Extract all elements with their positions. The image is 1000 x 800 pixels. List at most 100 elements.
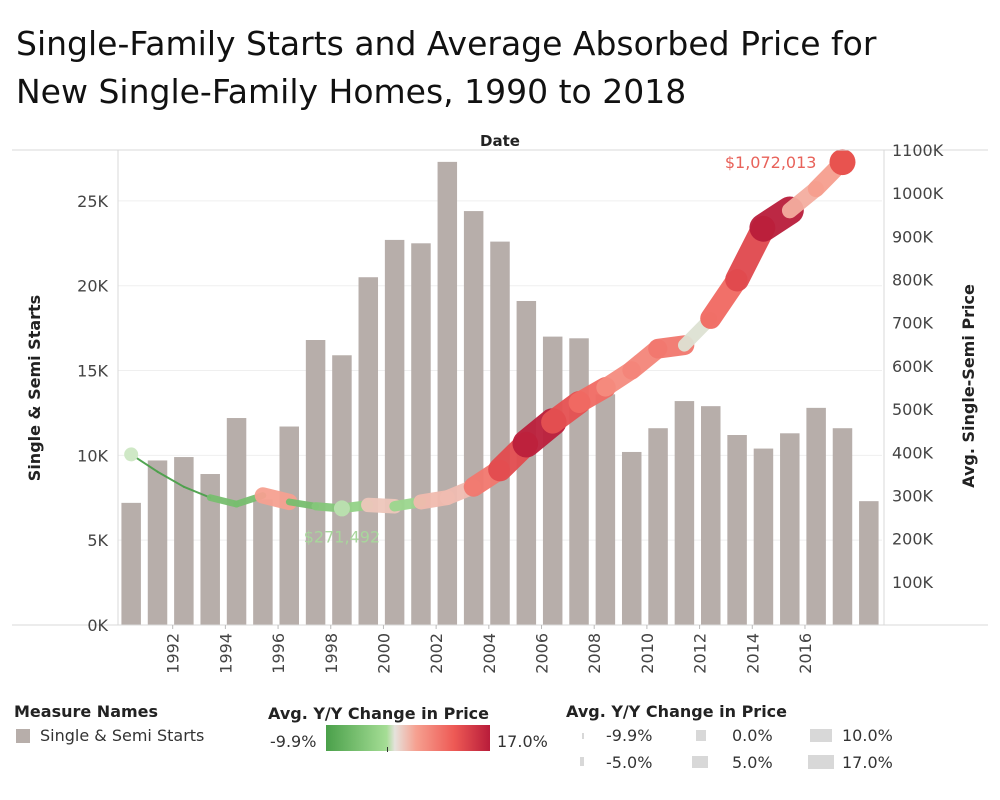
bar: [701, 406, 721, 625]
right-tick-label: 900K: [892, 227, 934, 246]
bar: [305, 340, 326, 625]
bar: [253, 499, 273, 625]
legend-size-item-2: -5.0%: [606, 753, 653, 772]
x-tick-label: 1994: [216, 633, 235, 674]
bar: [727, 435, 747, 625]
bar: [595, 394, 616, 625]
bar: [332, 355, 352, 625]
price-min-annotation: $271,492: [304, 527, 380, 546]
chart-title: Single-Family Starts and Average Absorbe…: [16, 20, 976, 116]
bar: [674, 401, 695, 625]
legend-bar-swatch: [16, 729, 30, 743]
bar: [463, 211, 484, 626]
left-tick-label: 10K: [77, 446, 108, 465]
price-line-series: [124, 149, 856, 517]
legend-color-min: -9.9%: [270, 732, 317, 751]
bar: [859, 501, 879, 625]
bar: [174, 457, 194, 625]
bar: [490, 241, 510, 625]
bar: [832, 428, 853, 625]
legend-color-zero-tick: [387, 747, 388, 752]
legend-color-ramp: [326, 725, 490, 751]
price-line-end-point: [829, 149, 856, 176]
legend-size-item-3: 0.0%: [732, 726, 773, 745]
legend-size-swatch-2: [580, 757, 584, 766]
bar: [226, 418, 247, 625]
right-axis-title: Avg. Single-Semi Price: [959, 284, 978, 488]
bar: [437, 161, 458, 625]
x-tick-label: 2010: [638, 633, 657, 674]
price-max-annotation: $1,072,013: [725, 153, 817, 172]
bar: [200, 474, 220, 625]
right-tick-label: 1100K: [892, 141, 944, 160]
left-tick-label: 25K: [77, 192, 108, 211]
legend-size-item-4: 5.0%: [732, 753, 773, 772]
bar-series: [121, 161, 879, 626]
bar: [806, 407, 826, 625]
left-tick-label: 0K: [87, 616, 108, 635]
right-tick-label: 500K: [892, 400, 934, 419]
bar: [411, 243, 431, 625]
chart-title-line1: Single-Family Starts and Average Absorbe…: [16, 24, 877, 63]
right-tick-label: 100K: [892, 573, 934, 592]
bar: [279, 426, 299, 625]
x-tick-label: 1996: [269, 633, 288, 674]
right-tick-label: 300K: [892, 486, 934, 505]
legend-color-max: 17.0%: [497, 732, 548, 751]
right-tick-label: 200K: [892, 530, 934, 549]
right-tick-label: 700K: [892, 314, 934, 333]
top-axis-title: Date: [480, 132, 520, 150]
x-tick-label: 2006: [533, 633, 552, 674]
price-line-start-point: [124, 447, 139, 462]
right-tick-label: 800K: [892, 271, 934, 290]
price-line-min-point: [333, 500, 350, 517]
legend-size-swatch-4: [692, 756, 708, 768]
bar: [648, 428, 668, 625]
right-tick-label: 1000K: [892, 184, 944, 203]
legend-size-item-1: -9.9%: [606, 726, 653, 745]
price-line-segment: [254, 487, 298, 511]
axes: 0K 5K 10K 15K 20K 25K 100K 200K 300K 400K 500K 600K…: [12, 132, 988, 674]
left-axis-title: Single & Semi Starts: [25, 295, 44, 481]
x-tick-label: 2016: [796, 633, 815, 674]
legend-size-swatch-3: [696, 730, 706, 741]
legend-size-item-5: 10.0%: [842, 726, 893, 745]
right-tick-label: 600K: [892, 357, 934, 376]
bar: [147, 460, 168, 625]
legend-size-swatch-6: [808, 755, 834, 769]
bar: [121, 502, 141, 625]
legend-size-item-6: 17.0%: [842, 753, 893, 772]
legend-measure-names-item: Single & Semi Starts: [40, 726, 205, 745]
legend-size-title: Avg. Y/Y Change in Price: [566, 702, 788, 721]
x-tick-label: 2008: [585, 633, 604, 674]
left-tick-label: 15K: [77, 362, 108, 381]
bar: [358, 277, 379, 625]
legend-color-title: Avg. Y/Y Change in Price: [268, 704, 490, 723]
x-tick-label: 2014: [743, 633, 762, 674]
price-line-segment: [285, 498, 319, 510]
x-tick-label: 1998: [322, 633, 341, 674]
x-tick-label: 2004: [480, 633, 499, 674]
bar: [384, 239, 405, 626]
legend-size-swatch-1: [582, 733, 584, 739]
x-tick-label: 2002: [427, 633, 446, 674]
chart-title-line2: New Single-Family Homes, 1990 to 2018: [16, 72, 687, 111]
bar: [516, 300, 537, 625]
left-tick-label: 20K: [77, 277, 108, 296]
price-line-segment: [182, 485, 212, 499]
x-tick-label: 1992: [164, 633, 183, 674]
legend-measure-names-title: Measure Names: [14, 702, 159, 721]
left-tick-label: 5K: [87, 531, 108, 550]
bar: [780, 433, 800, 625]
bar: [753, 448, 774, 625]
price-line-segment: [156, 470, 185, 488]
price-line-segment: [206, 494, 240, 508]
annotations: $271,492 $1,072,013: [304, 153, 817, 546]
bar: [542, 336, 563, 625]
bar: [621, 451, 642, 625]
x-tick-label: 2000: [374, 633, 393, 674]
right-tick-label: 400K: [892, 443, 934, 462]
legend-size-swatch-5: [810, 729, 832, 742]
x-tick-label: 2012: [691, 633, 710, 674]
